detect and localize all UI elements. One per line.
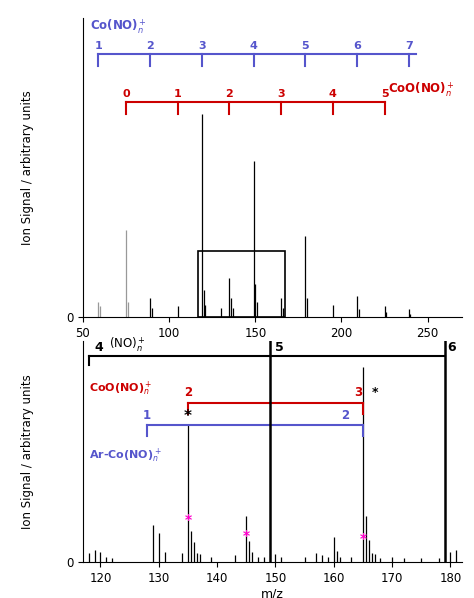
Text: 6: 6: [353, 41, 361, 51]
Text: 5: 5: [381, 89, 388, 99]
X-axis label: m/z: m/z: [261, 343, 284, 355]
Text: *: *: [184, 512, 191, 527]
Text: CoO(NO)$^+_n$: CoO(NO)$^+_n$: [89, 380, 152, 398]
Text: 2: 2: [226, 89, 233, 99]
Y-axis label: Ion Signal / arbitrary units: Ion Signal / arbitrary units: [21, 90, 34, 245]
Text: 0: 0: [122, 89, 130, 99]
Text: 5: 5: [301, 41, 309, 51]
Text: (NO)$^+_n$: (NO)$^+_n$: [109, 335, 146, 354]
Text: 7: 7: [405, 41, 412, 51]
Text: 2: 2: [184, 386, 192, 399]
Text: *: *: [359, 532, 366, 545]
Text: Ar-Co(NO)$^+_n$: Ar-Co(NO)$^+_n$: [89, 447, 162, 465]
Text: 6: 6: [447, 341, 456, 354]
Text: 2: 2: [146, 41, 154, 51]
Bar: [199, 251, 284, 317]
Text: CoO(NO)$^+_n$: CoO(NO)$^+_n$: [388, 80, 455, 99]
Text: 3: 3: [277, 89, 285, 99]
Text: 5: 5: [275, 341, 284, 354]
Text: 4: 4: [329, 89, 337, 99]
Text: 1: 1: [95, 41, 102, 51]
Text: 3: 3: [198, 41, 206, 51]
Text: 1: 1: [174, 89, 182, 99]
Text: 2: 2: [341, 408, 349, 422]
Text: 3: 3: [354, 386, 362, 399]
Text: 1: 1: [143, 408, 151, 422]
Y-axis label: Ion Signal / arbitrary units: Ion Signal / arbitrary units: [21, 374, 34, 529]
Text: 4: 4: [250, 41, 257, 51]
X-axis label: m/z: m/z: [261, 588, 284, 598]
Text: *: *: [184, 409, 192, 424]
Text: Co(NO)$^+_n$: Co(NO)$^+_n$: [90, 17, 147, 36]
Text: *: *: [372, 386, 378, 399]
Text: *: *: [243, 529, 250, 544]
Text: 4: 4: [95, 341, 103, 354]
